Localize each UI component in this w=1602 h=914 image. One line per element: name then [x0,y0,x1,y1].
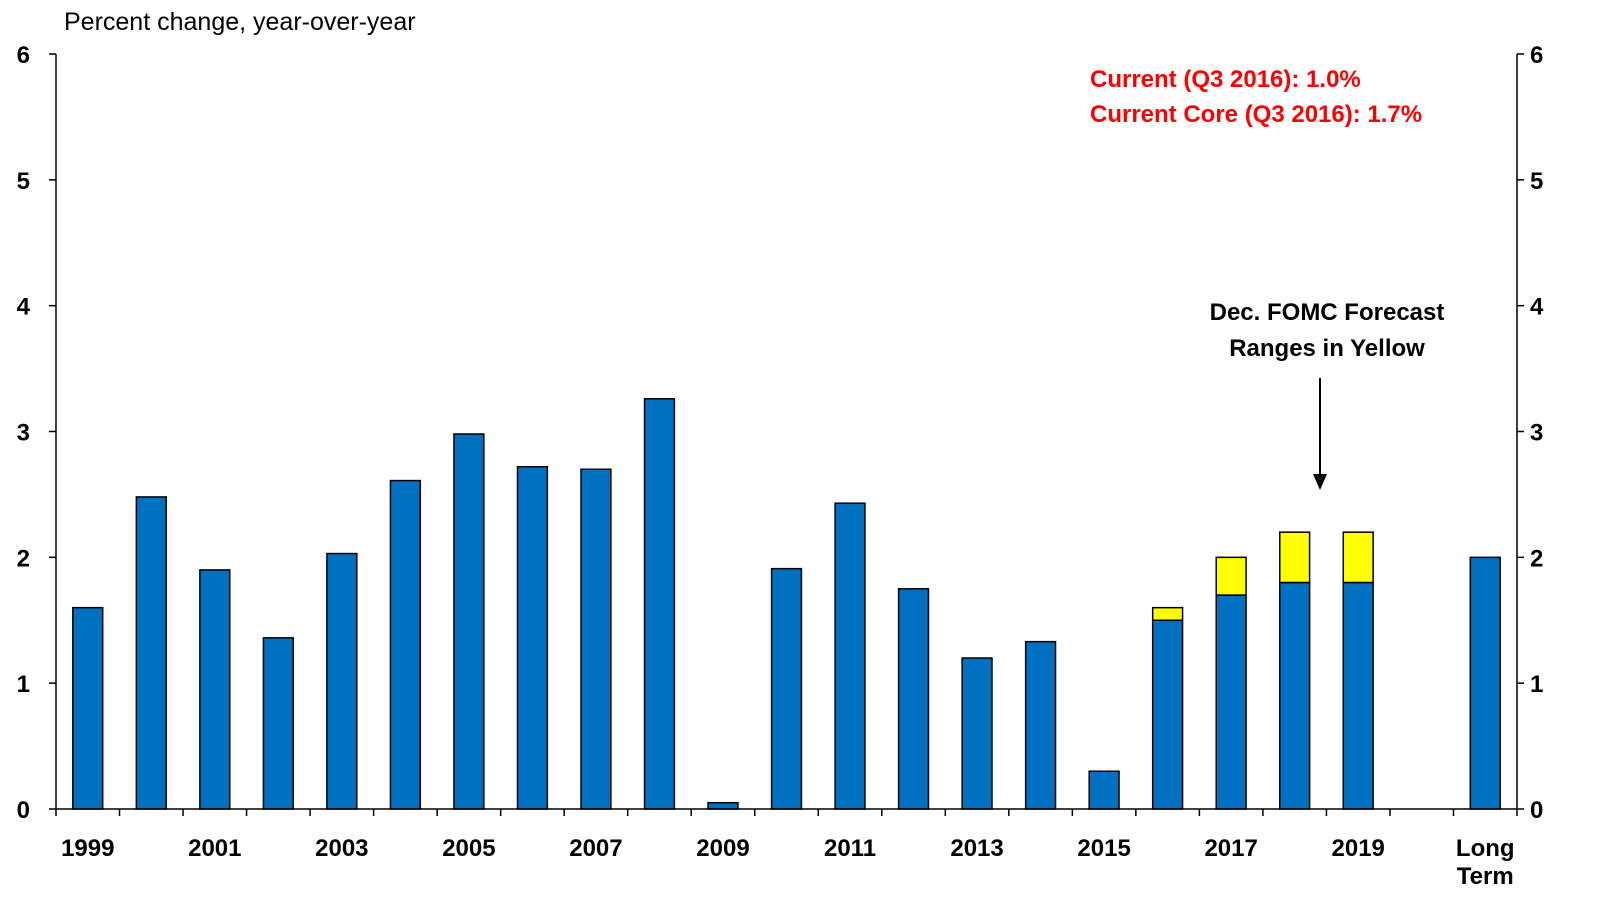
x-tick-label: 2009 [696,835,749,862]
bar-segment [707,801,739,810]
annotation: Ranges in Yellow [1229,335,1425,362]
arrow-head [1313,474,1327,490]
bar-segment [834,502,866,810]
x-tick-label: 2003 [315,835,368,862]
bar-segment [897,588,930,810]
bar-segment [516,465,549,810]
bar-segment [135,496,167,810]
x-tick-label: 2007 [569,835,622,862]
bar-segment [326,552,358,810]
y2-tick-label: 4 [1530,294,1544,321]
x-tick-label: 2011 [824,835,876,862]
bar-segment [389,479,422,810]
bar-segment [1469,556,1501,810]
bar-segment [770,567,803,810]
bar-segment [1024,640,1057,810]
x-tick-label: 2013 [950,835,1003,862]
bar-segment [580,468,612,810]
y-tick-label: 3 [17,420,30,447]
y2-tick-label: 5 [1530,168,1543,195]
bar-segment [262,637,295,810]
x-tick-label: 2005 [442,835,495,862]
x-tick-label: Long Term [1456,835,1515,890]
bar-segment [1151,619,1184,810]
x-tick-label: 2017 [1204,835,1257,862]
bar-segment [1215,594,1247,810]
y-tick-label: 1 [17,671,30,698]
bar-segment [1342,531,1374,584]
y2-tick-label: 2 [1530,545,1543,572]
annotation: Current (Q3 2016): 1.0% [1090,66,1361,93]
bar-segment [1342,581,1374,810]
bar-segment [1278,581,1311,810]
bar-segment [1088,770,1120,810]
x-tick-label: 2001 [188,835,241,862]
bar-segment [1278,531,1311,584]
bar-segment [643,398,676,810]
y2-tick-label: 1 [1530,671,1543,698]
bar-segment [961,657,993,810]
y2-tick-label: 6 [1530,42,1543,69]
annotation: Dec. FOMC Forecast [1210,299,1445,326]
y2-tick-label: 0 [1530,797,1543,824]
y-tick-label: 0 [17,797,30,824]
y-tick-label: 2 [17,545,30,572]
bar-segment [72,606,104,810]
annotation: Current Core (Q3 2016): 1.7% [1090,101,1422,128]
bar-segment [453,433,485,810]
y2-tick-label: 3 [1530,420,1543,447]
bar-segment [1215,556,1247,596]
y-tick-label: 6 [17,42,30,69]
x-tick-label: 2019 [1332,835,1385,862]
bar-segment [199,569,231,810]
y-tick-label: 5 [17,168,30,195]
y-tick-label: 4 [17,294,31,321]
y-axis-label: Percent change, year-over-year [64,8,416,36]
x-tick-label: 2015 [1077,835,1130,862]
x-tick-label: 1999 [61,835,114,862]
bar-segment [1151,606,1184,622]
